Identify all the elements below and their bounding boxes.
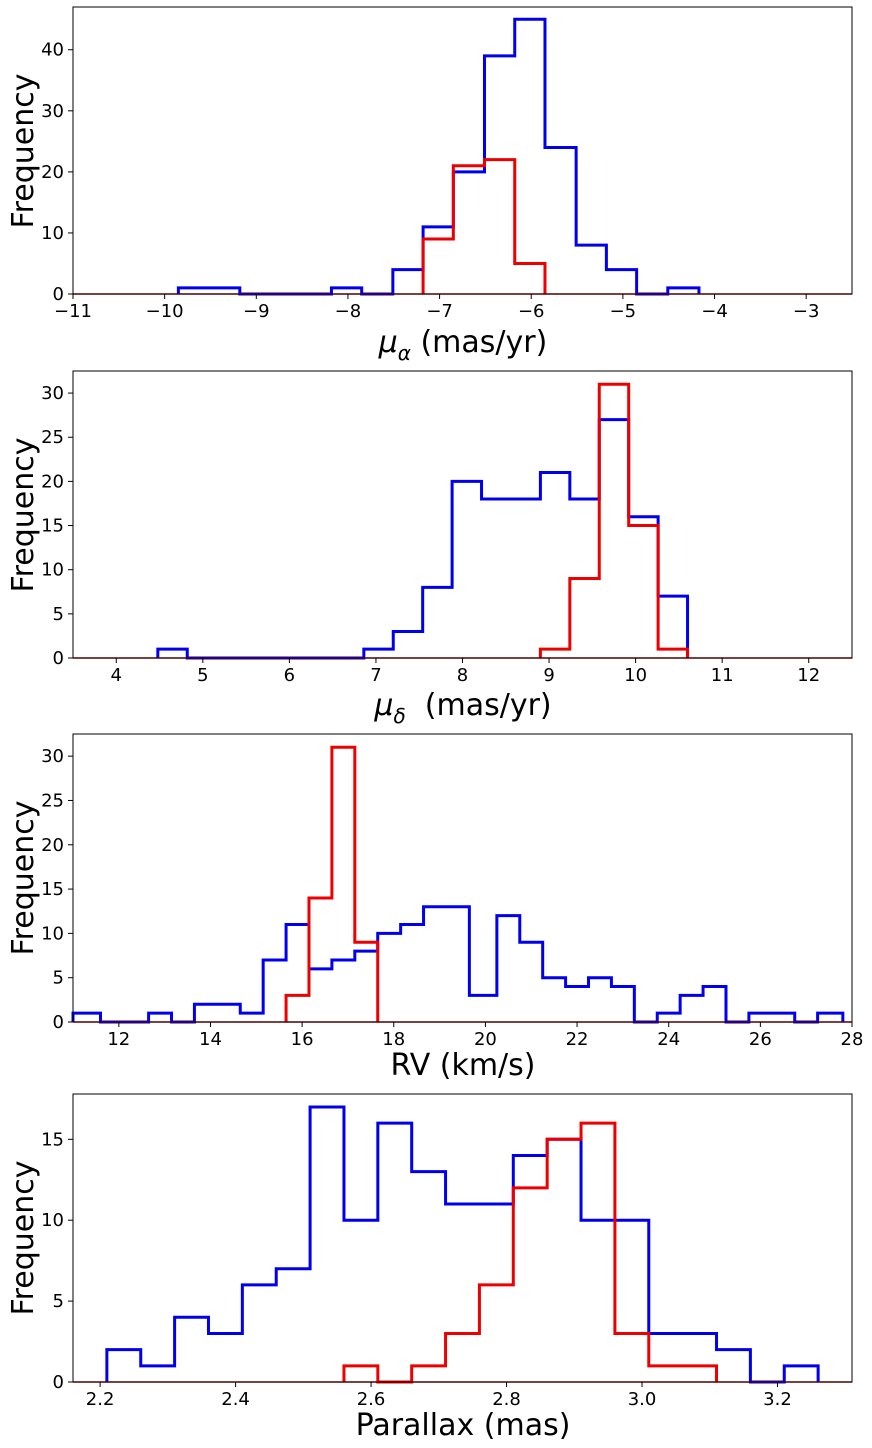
panel-pmdec-series-blue	[156, 418, 690, 660]
panel-pmra-ytick-label: 0	[53, 284, 64, 305]
panel-pmdec-ytick-label: 25	[41, 427, 64, 448]
panel-pmra-series-red	[421, 158, 547, 294]
panel-parallax-ylabel: Frequency	[6, 1161, 41, 1316]
panel-pmdec-xtick-label: 5	[197, 665, 208, 686]
panel-parallax-xtick-label: 2.2	[86, 1389, 115, 1410]
panel-pmdec-xlabel-subscript: δ	[393, 704, 405, 728]
panel-parallax-xtick-label: 2.8	[492, 1389, 521, 1410]
panel-pmdec-xtick-label: 4	[111, 665, 122, 686]
panel-parallax-ytick-label: 0	[53, 1372, 64, 1393]
panel-pmra: Frequency μα (mas/yr) −11 −10 −9 −8 −7 −6 −5 −4…	[6, 6, 853, 365]
panel-pmra-xtick-label: −5	[610, 301, 637, 322]
panel-parallax-ytick-label: 10	[41, 1210, 64, 1231]
panel-pmdec-xtick-label: 9	[543, 665, 554, 686]
panel-pmdec-xtick-label: 12	[797, 665, 820, 686]
panel-pmra-xtick-label: −10	[146, 301, 184, 322]
panel-rv-ytick-label: 30	[41, 746, 64, 767]
panel-pmra-xlabel-units: (mas/yr)	[411, 325, 547, 360]
panel-parallax-series-blue	[105, 1105, 820, 1384]
panel-rv-xtick-label: 18	[382, 1029, 405, 1050]
panel-pmra-xlabel: μα (mas/yr)	[378, 325, 548, 365]
panel-parallax-series-red	[342, 1121, 719, 1384]
panel-pmdec-ylabel: Frequency	[6, 438, 41, 593]
panel-pmra-xtick-label: −8	[335, 301, 362, 322]
panel-parallax-ytick-label: 5	[53, 1291, 64, 1312]
panel-pmdec-ytick-label: 10	[41, 560, 64, 581]
panel-rv-ytick-label: 0	[53, 1012, 64, 1033]
panel-rv-ytick-label: 5	[53, 968, 64, 989]
panel-rv-ytick-label: 20	[41, 835, 64, 856]
panel-pmra-xtick-label: −6	[518, 301, 545, 322]
panel-parallax-xtick-label: 2.6	[357, 1389, 386, 1410]
panel-pmra-xtick-label: −7	[426, 301, 453, 322]
panel-pmdec: Frequency μδ (mas/yr) 4 5 6 7 8 9 10 11 12 0 5 10 15…	[6, 370, 853, 728]
panel-rv-xtick-label: 24	[657, 1029, 680, 1050]
panel-pmra-xtick-label: −3	[793, 301, 820, 322]
panel-pmdec-xtick-label: 11	[711, 665, 734, 686]
panel-rv-xtick-label: 20	[474, 1029, 497, 1050]
panel-rv-ytick-label: 15	[41, 879, 64, 900]
panel-rv-ytick-label: 10	[41, 923, 64, 944]
panel-pmra-ytick-label: 10	[41, 223, 64, 244]
panel-pmra-ylabel: Frequency	[6, 74, 41, 229]
panel-rv-frame	[72, 733, 853, 1023]
panel-rv-ylabel: Frequency	[6, 801, 41, 956]
panel-pmdec-series-red	[538, 382, 690, 658]
panel-pmra-xtick-label: −11	[54, 301, 92, 322]
panel-pmdec-ytick-label: 0	[53, 648, 64, 669]
panel-parallax: Frequency Parallax (mas) 2.2 2.4 2.6 2.8 3.0…	[6, 1093, 853, 1443]
panel-parallax-xtick-label: 2.4	[221, 1389, 250, 1410]
panel-pmra-xlabel-symbol: μ	[378, 325, 398, 360]
panel-pmdec-xtick-label: 8	[457, 665, 468, 686]
panel-rv: Frequency RV (km/s) 12 14 16 18 20 22 24 26 28 0 5…	[6, 733, 864, 1083]
panel-parallax-xlabel: Parallax (mas)	[356, 1408, 571, 1443]
panel-pmdec-xlabel-symbol: μ	[373, 688, 393, 723]
panel-parallax-ytick-label: 15	[41, 1129, 64, 1150]
panel-rv-ytick-label: 25	[41, 790, 64, 811]
panel-pmra-ytick-label: 40	[41, 40, 64, 61]
panel-rv-xtick-label: 14	[199, 1029, 222, 1050]
panel-pmra-series-blue	[176, 17, 701, 296]
panel-pmra-ytick-label: 20	[41, 162, 64, 183]
panel-pmdec-ytick-label: 5	[53, 604, 64, 625]
panel-rv-xtick-label: 22	[566, 1029, 589, 1050]
panel-pmdec-xlabel-units: (mas/yr)	[406, 688, 552, 723]
panel-pmra-frame	[72, 6, 853, 295]
panel-pmdec-xtick-label: 6	[284, 665, 295, 686]
panel-rv-xtick-label: 28	[841, 1029, 864, 1050]
panel-pmdec-xtick-label: 7	[370, 665, 381, 686]
panel-pmra-xtick-label: −4	[701, 301, 728, 322]
panel-rv-series-blue	[71, 905, 845, 1024]
panel-pmdec-ytick-label: 30	[41, 383, 64, 404]
panel-parallax-xtick-label: 3.2	[763, 1389, 792, 1410]
panel-rv-series-red	[284, 745, 380, 1022]
panel-parallax-frame	[72, 1093, 853, 1383]
panel-rv-xlabel: RV (km/s)	[390, 1048, 535, 1083]
panel-pmdec-ytick-label: 20	[41, 471, 64, 492]
panel-pmra-ytick-label: 30	[41, 101, 64, 122]
panel-rv-xtick-label: 12	[107, 1029, 130, 1050]
panel-pmdec-ytick-label: 15	[41, 516, 64, 537]
panel-rv-xtick-label: 26	[749, 1029, 772, 1050]
panel-rv-xtick-label: 16	[291, 1029, 314, 1050]
panel-pmdec-xlabel: μδ (mas/yr)	[373, 688, 551, 728]
panel-pmra-xlabel-subscript: α	[398, 341, 411, 365]
panel-pmra-xtick-label: −9	[243, 301, 270, 322]
panel-pmdec-xtick-label: 10	[624, 665, 647, 686]
panel-pmdec-frame	[72, 370, 853, 659]
panel-parallax-xtick-label: 3.0	[628, 1389, 657, 1410]
